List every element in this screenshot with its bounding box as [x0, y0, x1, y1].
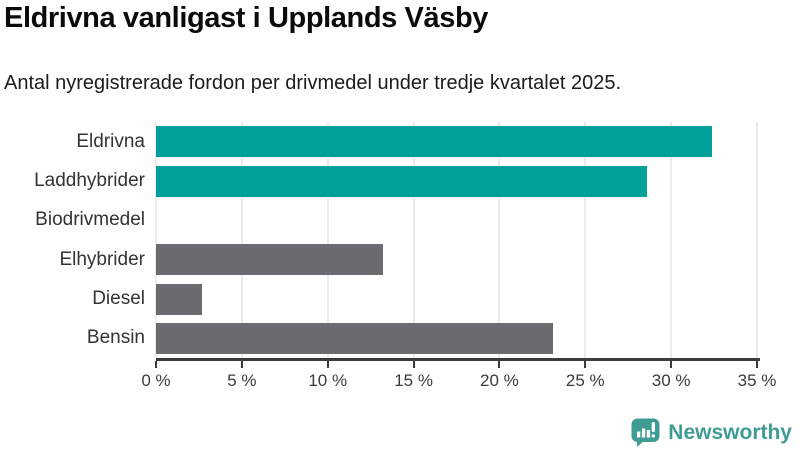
gridline — [498, 122, 501, 358]
x-axis-tick-label: 10 % — [308, 371, 348, 390]
y-axis-label: Eldrivna — [76, 130, 145, 152]
x-axis-tick — [670, 361, 673, 368]
gridline — [670, 122, 673, 358]
y-axis-label: Elhybrider — [59, 248, 145, 270]
gridline — [326, 122, 329, 358]
newsworthy-logo-icon — [631, 418, 660, 447]
x-axis-tick-label: 15 % — [394, 371, 433, 390]
y-axis-label: Laddhybrider — [34, 169, 145, 191]
plot-area: 0 % 5 % 10 % 15 % 20 % 25 % 30 % 35 % Eldrivna La… — [34, 122, 776, 390]
brand-footer: Newsworthy — [631, 418, 792, 447]
x-axis-tick-label: 35 % — [737, 371, 777, 390]
x-axis-tick — [756, 361, 758, 368]
gridline — [756, 122, 758, 358]
x-axis-tick — [584, 361, 587, 368]
x-axis-tick — [240, 361, 243, 368]
x-axis-tick-label: 25 % — [565, 371, 605, 390]
bar-diesel — [156, 283, 203, 315]
x-axis-tick — [498, 361, 501, 368]
gridline — [412, 122, 415, 358]
bar-eldrivna — [156, 126, 713, 158]
bar-bensin — [156, 322, 553, 354]
x-axis-tick — [155, 361, 157, 368]
x-axis-tick — [326, 361, 329, 368]
x-axis-tick-label: 0 % — [141, 371, 171, 390]
bar-elhybrider — [156, 244, 383, 276]
y-axis-label: Diesel — [92, 287, 145, 309]
y-axis-label: Biodrivmedel — [35, 209, 145, 231]
gridline — [584, 122, 587, 358]
chart-subtitle: Antal nyregistrerade fordon per drivmede… — [4, 72, 622, 94]
y-axis-label: Bensin — [86, 327, 145, 349]
gridline — [155, 122, 157, 358]
x-axis-tick — [412, 361, 415, 368]
x-axis-line — [156, 358, 760, 361]
brand-name: Newsworthy — [668, 420, 792, 444]
bar-laddhybrider — [156, 165, 648, 197]
gridline — [240, 122, 243, 358]
x-axis-tick-label: 20 % — [480, 371, 519, 390]
x-axis-tick-label: 5 % — [227, 371, 257, 390]
x-axis-tick-label: 30 % — [651, 371, 691, 390]
chart-title: Eldrivna vanligast i Upplands Väsby — [4, 2, 488, 34]
